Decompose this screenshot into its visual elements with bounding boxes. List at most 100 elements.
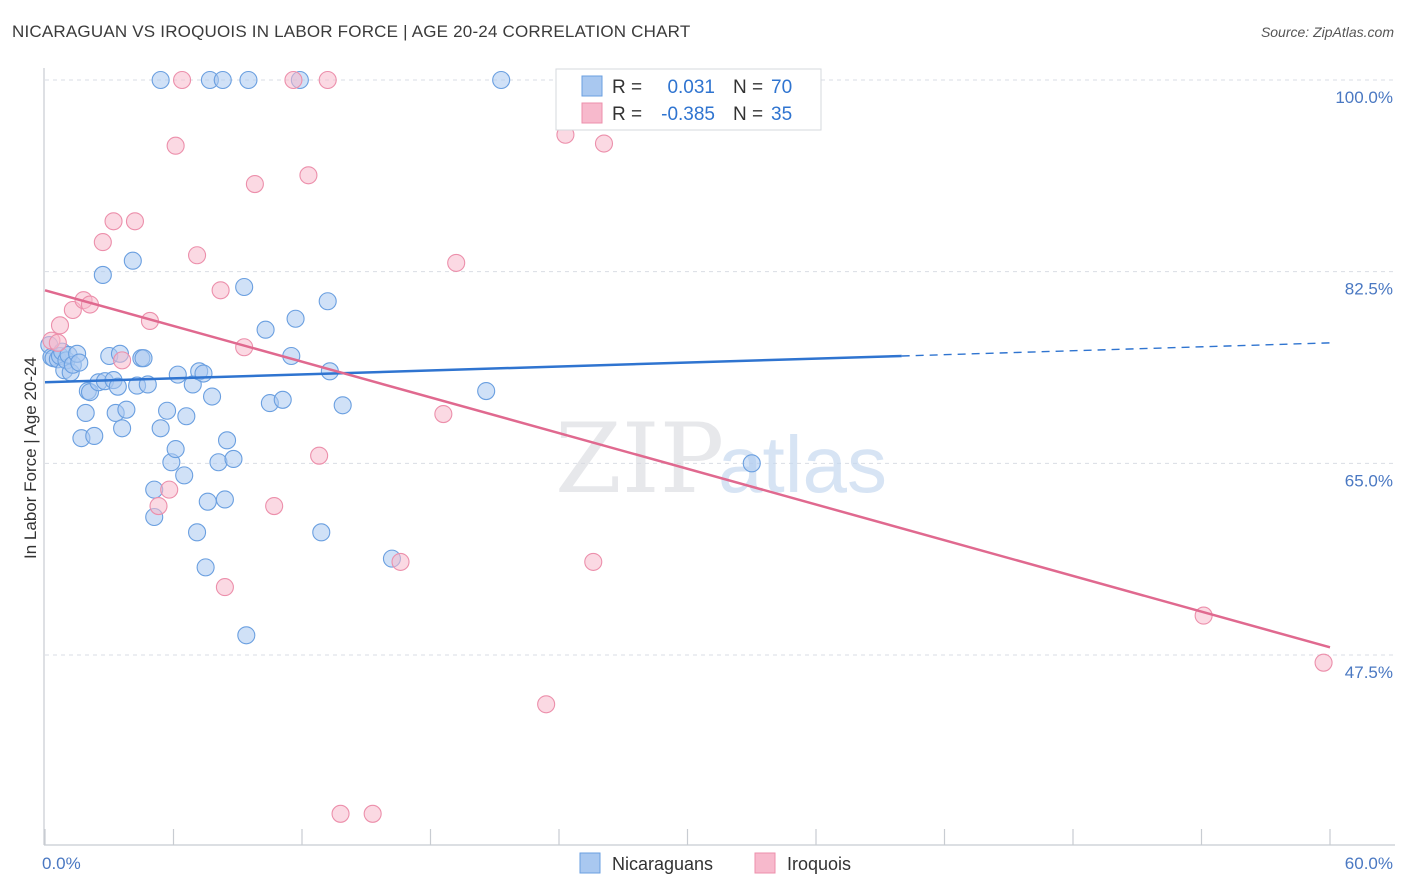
- nicaraguans-point-40: [175, 466, 194, 485]
- iroquois-point-26: [391, 552, 410, 571]
- y-tick-label-2: 65.0%: [1345, 471, 1393, 490]
- axes: [43, 68, 1395, 846]
- legend-r-label-blue: R =: [612, 77, 642, 98]
- nicaraguans-point-50: [215, 490, 234, 509]
- nicaraguans-point-66: [742, 454, 761, 473]
- iroquois-point-34: [1314, 653, 1333, 672]
- iroquois-point-11: [149, 496, 168, 516]
- iroquois-point-2: [50, 316, 70, 335]
- iroquois-point-28: [447, 253, 466, 272]
- iroquois-point-24: [331, 804, 350, 823]
- chart-title: NICARAGUAN VS IROQUOIS IN LABOR FORCE | …: [12, 22, 691, 41]
- iroquois-point-27: [434, 404, 453, 424]
- nicaraguans-point-52: [224, 449, 243, 469]
- legend-r-label-pink: R =: [612, 104, 642, 125]
- iroquois-point-9: [125, 212, 144, 231]
- nicaraguans-point-51: [217, 431, 237, 450]
- nicaraguans-point-27: [117, 400, 136, 419]
- x-tick-label-left: 0.0%: [42, 854, 81, 873]
- nicaraguans-point-12: [70, 353, 89, 372]
- iroquois-point-21: [299, 166, 318, 185]
- nicaraguans-point-57: [273, 390, 292, 409]
- nicaraguans-point-45: [194, 364, 213, 383]
- x-tick-label-right: 60.0%: [1345, 854, 1393, 873]
- series-legend-swatch-nicaraguans: [579, 852, 601, 874]
- iroquois-point-15: [211, 281, 230, 300]
- nicaraguans-point-38: [166, 440, 185, 459]
- series-legend-swatch-iroquois: [754, 852, 776, 874]
- stats-legend: R = 0.031 N = 70 R = -0.385 N = 35: [555, 68, 822, 131]
- nicaraguans-point-65: [477, 381, 496, 401]
- iroquois-point-12: [160, 480, 179, 499]
- nicaraguans-point-46: [196, 558, 215, 577]
- nicaraguans-point-53: [235, 277, 254, 297]
- series-legend-label-nicaraguans: Nicaraguans: [612, 854, 713, 874]
- nicaraguans-point-54: [237, 626, 256, 645]
- y-tick-label-1: 82.5%: [1345, 280, 1393, 299]
- nicaraguans-point-63: [333, 396, 352, 415]
- iroquois-point-23: [318, 70, 337, 90]
- legend-n-label-pink: N =: [733, 104, 763, 125]
- iroquois-point-29: [537, 695, 556, 714]
- legend-n-value-blue: 70: [771, 77, 792, 98]
- y-axis-title: In Labor Force | Age 20-24: [21, 357, 40, 559]
- nicaraguans-point-47: [198, 492, 217, 511]
- grid: [45, 79, 1395, 656]
- nicaraguans-point-19: [93, 265, 112, 285]
- nicaraguans-point-28: [123, 251, 142, 270]
- trend-line-nicaraguans-extension: [901, 342, 1331, 357]
- iroquois-point-6: [93, 233, 112, 252]
- iroquois-point-25: [363, 804, 382, 823]
- series-legend: Nicaraguans Iroquois: [579, 852, 851, 874]
- nicaraguans-point-59: [286, 309, 305, 328]
- iroquois-point-1: [48, 333, 67, 352]
- trend-lines: [44, 289, 1331, 649]
- nicaraguans-point-48: [203, 387, 222, 406]
- y-tick-label-3: 47.5%: [1345, 663, 1393, 682]
- legend-r-value-pink: -0.385: [661, 104, 715, 125]
- trend-line-iroquois: [44, 289, 1331, 649]
- iroquois-point-32: [594, 134, 614, 153]
- iroquois-point-16: [215, 578, 234, 597]
- iroquois-point-13: [166, 136, 185, 155]
- series-legend-label-iroquois: Iroquois: [787, 854, 851, 874]
- nicaraguans-point-43: [188, 523, 207, 542]
- nicaraguans-point-36: [158, 401, 177, 420]
- iroquois-point-19: [265, 496, 284, 516]
- nicaraguans-point-60: [312, 523, 331, 542]
- legend-n-label-blue: N =: [733, 77, 763, 98]
- iroquois-point-7: [104, 212, 123, 231]
- nicaraguans-point-70: [239, 70, 258, 90]
- nicaraguans-point-69: [213, 70, 232, 90]
- trend-line-nicaraguans: [44, 354, 902, 384]
- nicaraguans-point-61: [318, 292, 337, 311]
- iroquois-point-20: [284, 70, 303, 90]
- iroquois-point-18: [245, 174, 264, 194]
- nicaraguans-point-14: [76, 403, 95, 423]
- watermark-zip: ZIP: [555, 403, 724, 515]
- legend-n-value-pink: 35: [771, 104, 792, 125]
- y-tick-labels: 100.0% 82.5% 65.0% 47.5%: [1335, 88, 1393, 682]
- iroquois-point-14: [188, 246, 207, 265]
- nicaraguans-point-49: [209, 453, 228, 472]
- nicaraguans-point-17: [85, 426, 104, 446]
- nicaraguans-point-72: [492, 70, 511, 90]
- legend-swatch-blue: [581, 75, 603, 97]
- iroquois-point-35: [173, 70, 192, 90]
- legend-swatch-pink: [581, 102, 603, 124]
- iroquois-point-8: [113, 351, 132, 370]
- nicaraguans-point-55: [256, 320, 275, 339]
- nicaraguans-point-39: [168, 365, 187, 384]
- y-tick-label-0: 100.0%: [1335, 88, 1393, 107]
- nicaraguans-point-31: [134, 349, 153, 368]
- legend-r-value-blue: 0.031: [667, 77, 715, 98]
- nicaraguans-point-67: [151, 70, 170, 90]
- nicaraguans-point-35: [151, 419, 170, 438]
- iroquois-point-31: [584, 552, 603, 571]
- nicaraguans-point-26: [113, 419, 132, 438]
- nicaraguans-point-24: [108, 377, 127, 396]
- nicaraguans-point-41: [177, 407, 196, 426]
- iroquois-point-22: [310, 446, 329, 465]
- source-label: Source: ZipAtlas.com: [1260, 24, 1394, 40]
